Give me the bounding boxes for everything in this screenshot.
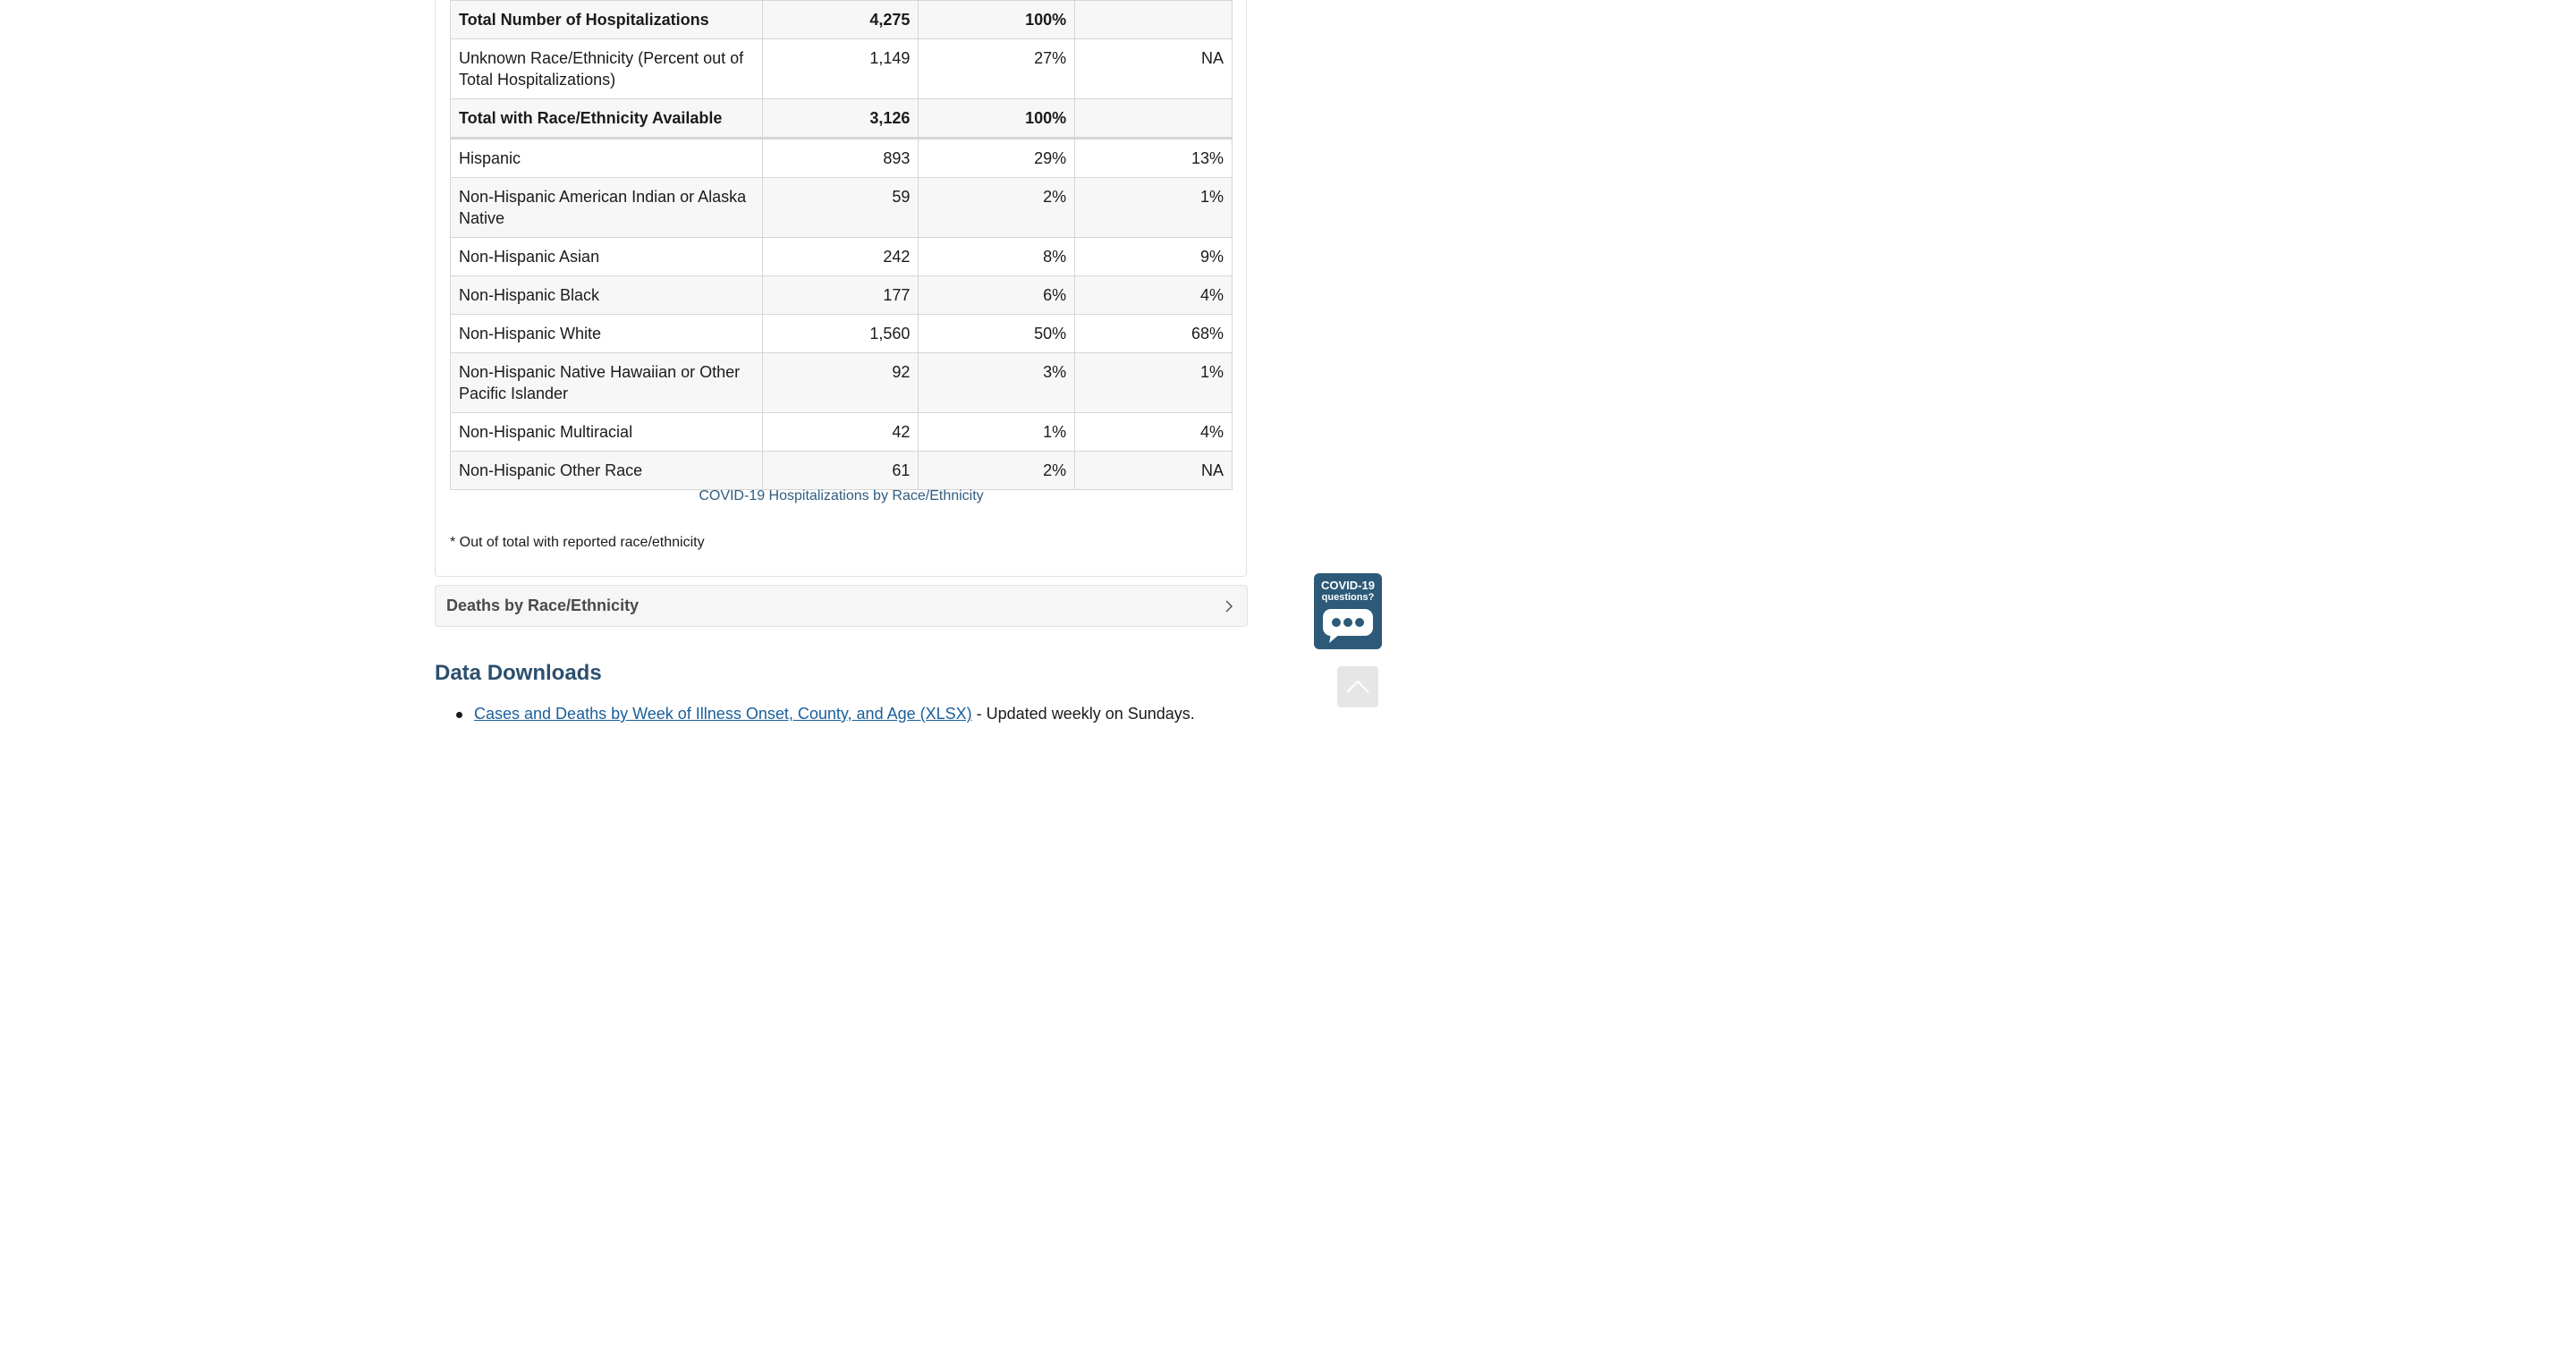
row-population-percent: 9%: [1074, 237, 1233, 276]
chevron-right-icon: [1225, 600, 1233, 613]
row-count: 1,149: [761, 38, 919, 99]
row-population-percent: NA: [1074, 451, 1233, 490]
chevron-up-icon: [1346, 680, 1369, 693]
row-label: Hispanic: [450, 137, 763, 178]
table-row: Non-Hispanic Native Hawaiian or Other Pa…: [450, 352, 1233, 413]
table-row: Non-Hispanic White 1,560 50% 68%: [450, 314, 1233, 353]
row-population-percent: 68%: [1074, 314, 1233, 353]
download-note: - Updated weekly on Sundays.: [971, 705, 1195, 723]
page: Total Number of Hospitalizations 4,275 100…: [0, 0, 1385, 733]
table-body: Total Number of Hospitalizations 4,275 100…: [450, 0, 1233, 490]
row-count: 92: [761, 352, 919, 413]
row-label: Non-Hispanic Asian: [450, 237, 763, 276]
row-population-percent: 1%: [1074, 352, 1233, 413]
row-count: 3,126: [761, 98, 919, 139]
deaths-accordion-header[interactable]: Deaths by Race/Ethnicity: [435, 585, 1248, 627]
row-label: Non-Hispanic Black: [450, 275, 763, 315]
row-count: 177: [761, 275, 919, 315]
table-row: Non-Hispanic Black 177 6% 4%: [450, 275, 1233, 315]
row-count: 893: [761, 137, 919, 178]
hospitalizations-table: Total Number of Hospitalizations 4,275 100…: [450, 0, 1233, 490]
table-row: Unknown Race/Ethnicity (Percent out of T…: [450, 38, 1233, 99]
chat-widget-subtitle: questions?: [1321, 592, 1375, 603]
row-percent: 1%: [918, 412, 1076, 452]
table-row: Non-Hispanic Multiracial 42 1% 4%: [450, 412, 1233, 452]
row-label: Non-Hispanic American Indian or Alaska N…: [450, 177, 763, 238]
table-row: Hispanic 893 29% 13%: [450, 137, 1233, 178]
table-footnote: * Out of total with reported race/ethnic…: [450, 535, 705, 550]
table-row: Total Number of Hospitalizations 4,275 100…: [450, 0, 1233, 39]
row-count: 4,275: [761, 0, 919, 39]
row-percent: 100%: [918, 0, 1076, 39]
list-item: Cases and Deaths by Week of Illness Onse…: [456, 705, 1195, 723]
table-row: Total with Race/Ethnicity Available 3,126…: [450, 98, 1233, 139]
row-population-percent: [1074, 0, 1233, 39]
row-population-percent: 4%: [1074, 412, 1233, 452]
table-row: Non-Hispanic Other Race 61 2% NA: [450, 451, 1233, 490]
row-label: Total with Race/Ethnicity Available: [450, 98, 763, 139]
row-label: Non-Hispanic White: [450, 314, 763, 353]
row-label: Non-Hispanic Other Race: [450, 451, 763, 490]
row-count: 1,560: [761, 314, 919, 353]
table-row: Non-Hispanic Asian 242 8% 9%: [450, 237, 1233, 276]
row-percent: 100%: [918, 98, 1076, 139]
row-label: Unknown Race/Ethnicity (Percent out of T…: [450, 38, 763, 99]
table-caption: COVID-19 Hospitalizations by Race/Ethnic…: [699, 488, 984, 503]
accordion-title: Deaths by Race/Ethnicity: [446, 596, 640, 614]
data-downloads-heading: Data Downloads: [435, 661, 602, 685]
row-population-percent: 1%: [1074, 177, 1233, 238]
bullet-icon: [456, 712, 462, 718]
row-percent: 50%: [918, 314, 1076, 353]
row-percent: 29%: [918, 137, 1076, 178]
row-label: Total Number of Hospitalizations: [450, 0, 763, 39]
row-population-percent: NA: [1074, 38, 1233, 99]
row-label: Non-Hispanic Native Hawaiian or Other Pa…: [450, 352, 763, 413]
row-population-percent: 13%: [1074, 137, 1233, 178]
row-count: 242: [761, 237, 919, 276]
row-percent: 8%: [918, 237, 1076, 276]
table-row: Non-Hispanic American Indian or Alaska N…: [450, 177, 1233, 238]
chat-bubble-icon: [1323, 609, 1373, 643]
row-percent: 6%: [918, 275, 1076, 315]
row-percent: 27%: [918, 38, 1076, 99]
row-population-percent: 4%: [1074, 275, 1233, 315]
back-to-top-button[interactable]: [1337, 666, 1378, 707]
downloads-list: Cases and Deaths by Week of Illness Onse…: [456, 705, 1195, 723]
row-percent: 2%: [918, 177, 1076, 238]
row-population-percent: [1074, 98, 1233, 139]
row-percent: 3%: [918, 352, 1076, 413]
row-label: Non-Hispanic Multiracial: [450, 412, 763, 452]
download-link[interactable]: Cases and Deaths by Week of Illness Onse…: [474, 705, 972, 723]
row-count: 61: [761, 451, 919, 490]
row-count: 59: [761, 177, 919, 238]
row-count: 42: [761, 412, 919, 452]
row-percent: 2%: [918, 451, 1076, 490]
chat-widget-title: COVID-19: [1321, 579, 1375, 592]
covid-questions-chat-widget[interactable]: COVID-19 questions?: [1314, 573, 1382, 649]
